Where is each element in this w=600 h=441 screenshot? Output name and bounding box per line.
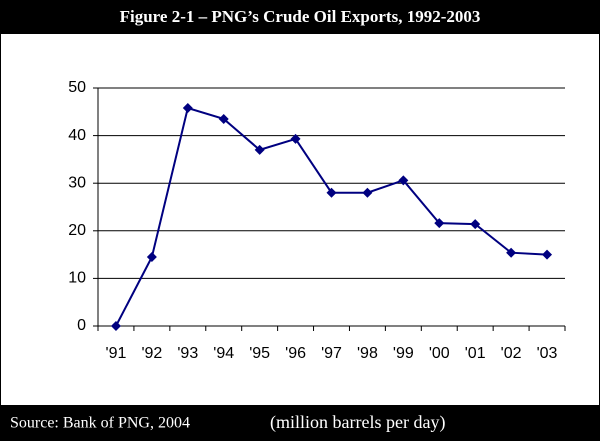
units: (million barrels per day): [270, 412, 445, 433]
x-tick-label: '00: [429, 345, 450, 362]
y-tick-label: 30: [68, 174, 86, 191]
x-tick-label: '97: [321, 345, 342, 362]
marker: [470, 219, 481, 230]
y-tick-label: 50: [68, 79, 86, 96]
x-tick-label: '94: [213, 345, 234, 362]
x-tick-label: '93: [177, 345, 198, 362]
marker: [542, 249, 553, 260]
x-tick-label: '96: [285, 345, 306, 362]
y-tick-label: 10: [68, 270, 86, 287]
title-bar: [0, 0, 600, 34]
y-tick-label: 20: [68, 222, 86, 239]
source: Source: Bank of PNG, 2004: [10, 415, 190, 432]
y-tick-label: 0: [77, 317, 86, 334]
x-tick-label: '99: [393, 345, 414, 362]
marker: [182, 102, 193, 113]
x-tick-label: '95: [249, 345, 270, 362]
marker: [254, 144, 265, 155]
marker: [218, 113, 229, 124]
footer-bar: [0, 405, 600, 441]
x-tick-label: '92: [141, 345, 162, 362]
x-tick-label: '98: [357, 345, 378, 362]
marker: [110, 321, 121, 331]
x-tick-label: '01: [465, 345, 486, 362]
chart-title: Figure 2-1 – PNG’s Crude Oil Exports, 19…: [120, 7, 481, 26]
y-tick-label: 40: [68, 127, 86, 144]
marker: [506, 247, 517, 258]
x-tick-label: '03: [537, 345, 558, 362]
x-tick-label: '02: [501, 345, 522, 362]
marker: [434, 218, 445, 229]
marker: [146, 251, 157, 262]
marker: [290, 133, 301, 144]
marker: [326, 187, 337, 198]
x-tick-label: '91: [106, 345, 127, 362]
marker: [398, 175, 409, 186]
marker: [362, 187, 373, 198]
